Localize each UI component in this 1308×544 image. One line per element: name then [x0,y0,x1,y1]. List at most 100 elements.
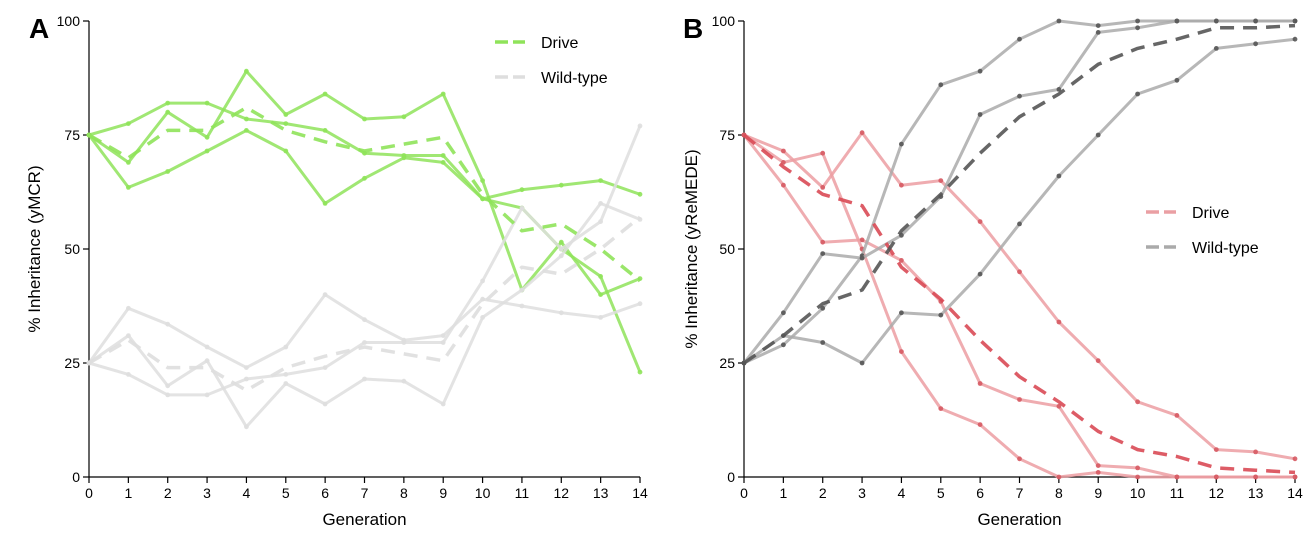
drive-point [1253,474,1258,480]
drive-point [899,258,904,263]
wildtype-point [1213,46,1219,51]
wildtype-point [283,372,289,377]
drive-point [440,153,446,158]
wildtype-point [1017,93,1022,99]
drive-point [558,239,564,245]
x-tick-label: 2 [819,485,827,501]
wildtype-point [165,321,171,327]
drive-point [938,178,944,184]
wildtype-point [519,205,525,211]
x-tick-label: 13 [593,485,609,501]
drive-point [1135,465,1140,471]
drive-point [598,178,603,184]
wildtype-point [598,201,603,206]
x-tick-label: 10 [1130,485,1146,501]
drive-point [977,422,983,427]
drive-point [1056,319,1062,325]
x-tick-label: 1 [124,485,132,501]
drive-point [440,160,446,165]
wildtype-replicate-line [742,19,1295,364]
wildtype-point [598,315,603,320]
drive-point [637,369,643,375]
y-tick-label: 50 [719,241,735,257]
x-axis-title: Generation [322,510,406,529]
wildtype-point [558,253,564,259]
drive-point [781,182,786,188]
drive-point [781,160,786,165]
wildtype-point [401,378,407,384]
drive-replicate-line [87,128,641,205]
wildtype-point [558,246,564,252]
wildtype-point [1095,30,1101,35]
drive-point [1213,447,1219,452]
y-tick-label: 50 [64,241,80,257]
legend-label: Wild-type [1192,240,1259,257]
drive-mean-line [742,133,1296,475]
wildtype-point [1135,91,1140,97]
drive-point [1056,474,1062,480]
wildtype-point [244,424,249,430]
drive-replicate-line [88,101,642,373]
drive-point [322,91,328,97]
wildtype-point [480,315,485,320]
wildtype-point [1095,132,1101,138]
y-tick-label: 75 [64,127,80,143]
wildtype-point [1017,36,1022,42]
drive-point [125,160,131,165]
drive-point [1292,474,1298,480]
legend-label: Drive [541,35,578,52]
x-tick-label: 0 [85,485,93,501]
drive-point [781,148,786,154]
drive-point [1017,269,1022,275]
drive-point [125,121,131,126]
x-tick-label: 7 [361,485,369,501]
y-tick-label: 100 [712,13,736,29]
wildtype-point [938,82,944,88]
x-tick-label: 4 [243,485,251,501]
drive-point [283,148,289,154]
wildtype-point [859,360,865,366]
drive-point [938,406,944,411]
drive-point [401,114,407,120]
wildtype-point [362,340,367,345]
x-tick-label: 14 [632,485,648,501]
x-tick-label: 2 [164,485,172,501]
drive-point [519,187,525,193]
drive-point [637,276,643,281]
drive-point [362,175,367,181]
drive-point [1292,456,1298,462]
drive-point [165,100,171,106]
wildtype-point [1135,18,1140,24]
wildtype-point [977,112,983,117]
drive-point [859,130,865,136]
wildtype-point [1017,221,1022,227]
drive-point [1017,397,1022,402]
wildtype-point [125,333,131,338]
panel-label: B [683,13,703,44]
x-tick-label: 4 [898,485,906,501]
panel-label: A [29,13,49,44]
y-tick-label: 0 [727,469,735,485]
drive-point [558,182,564,188]
wildtype-point [322,401,328,407]
y-axis-title: % Inheritance (yMCR) [25,165,44,332]
wildtype-point [322,365,328,370]
x-tick-label: 6 [321,485,329,501]
drive-point [899,349,904,354]
wildtype-point [938,312,944,318]
y-tick-label: 25 [719,355,735,371]
wildtype-point [283,381,289,386]
wildtype-point [204,344,210,350]
wildtype-point [519,303,525,309]
drive-point [977,381,983,386]
wildtype-point [1292,36,1298,42]
wildtype-replicate-line [743,19,1295,365]
wildtype-point [244,365,249,370]
wildtype-point [820,305,826,311]
wildtype-point [1253,41,1258,47]
wildtype-point [480,278,485,284]
x-tick-label: 12 [1208,485,1224,501]
y-axis-title: % Inheritance (yReMEDE) [682,149,701,348]
wildtype-point [440,333,446,338]
legend-label: Drive [1192,205,1229,222]
